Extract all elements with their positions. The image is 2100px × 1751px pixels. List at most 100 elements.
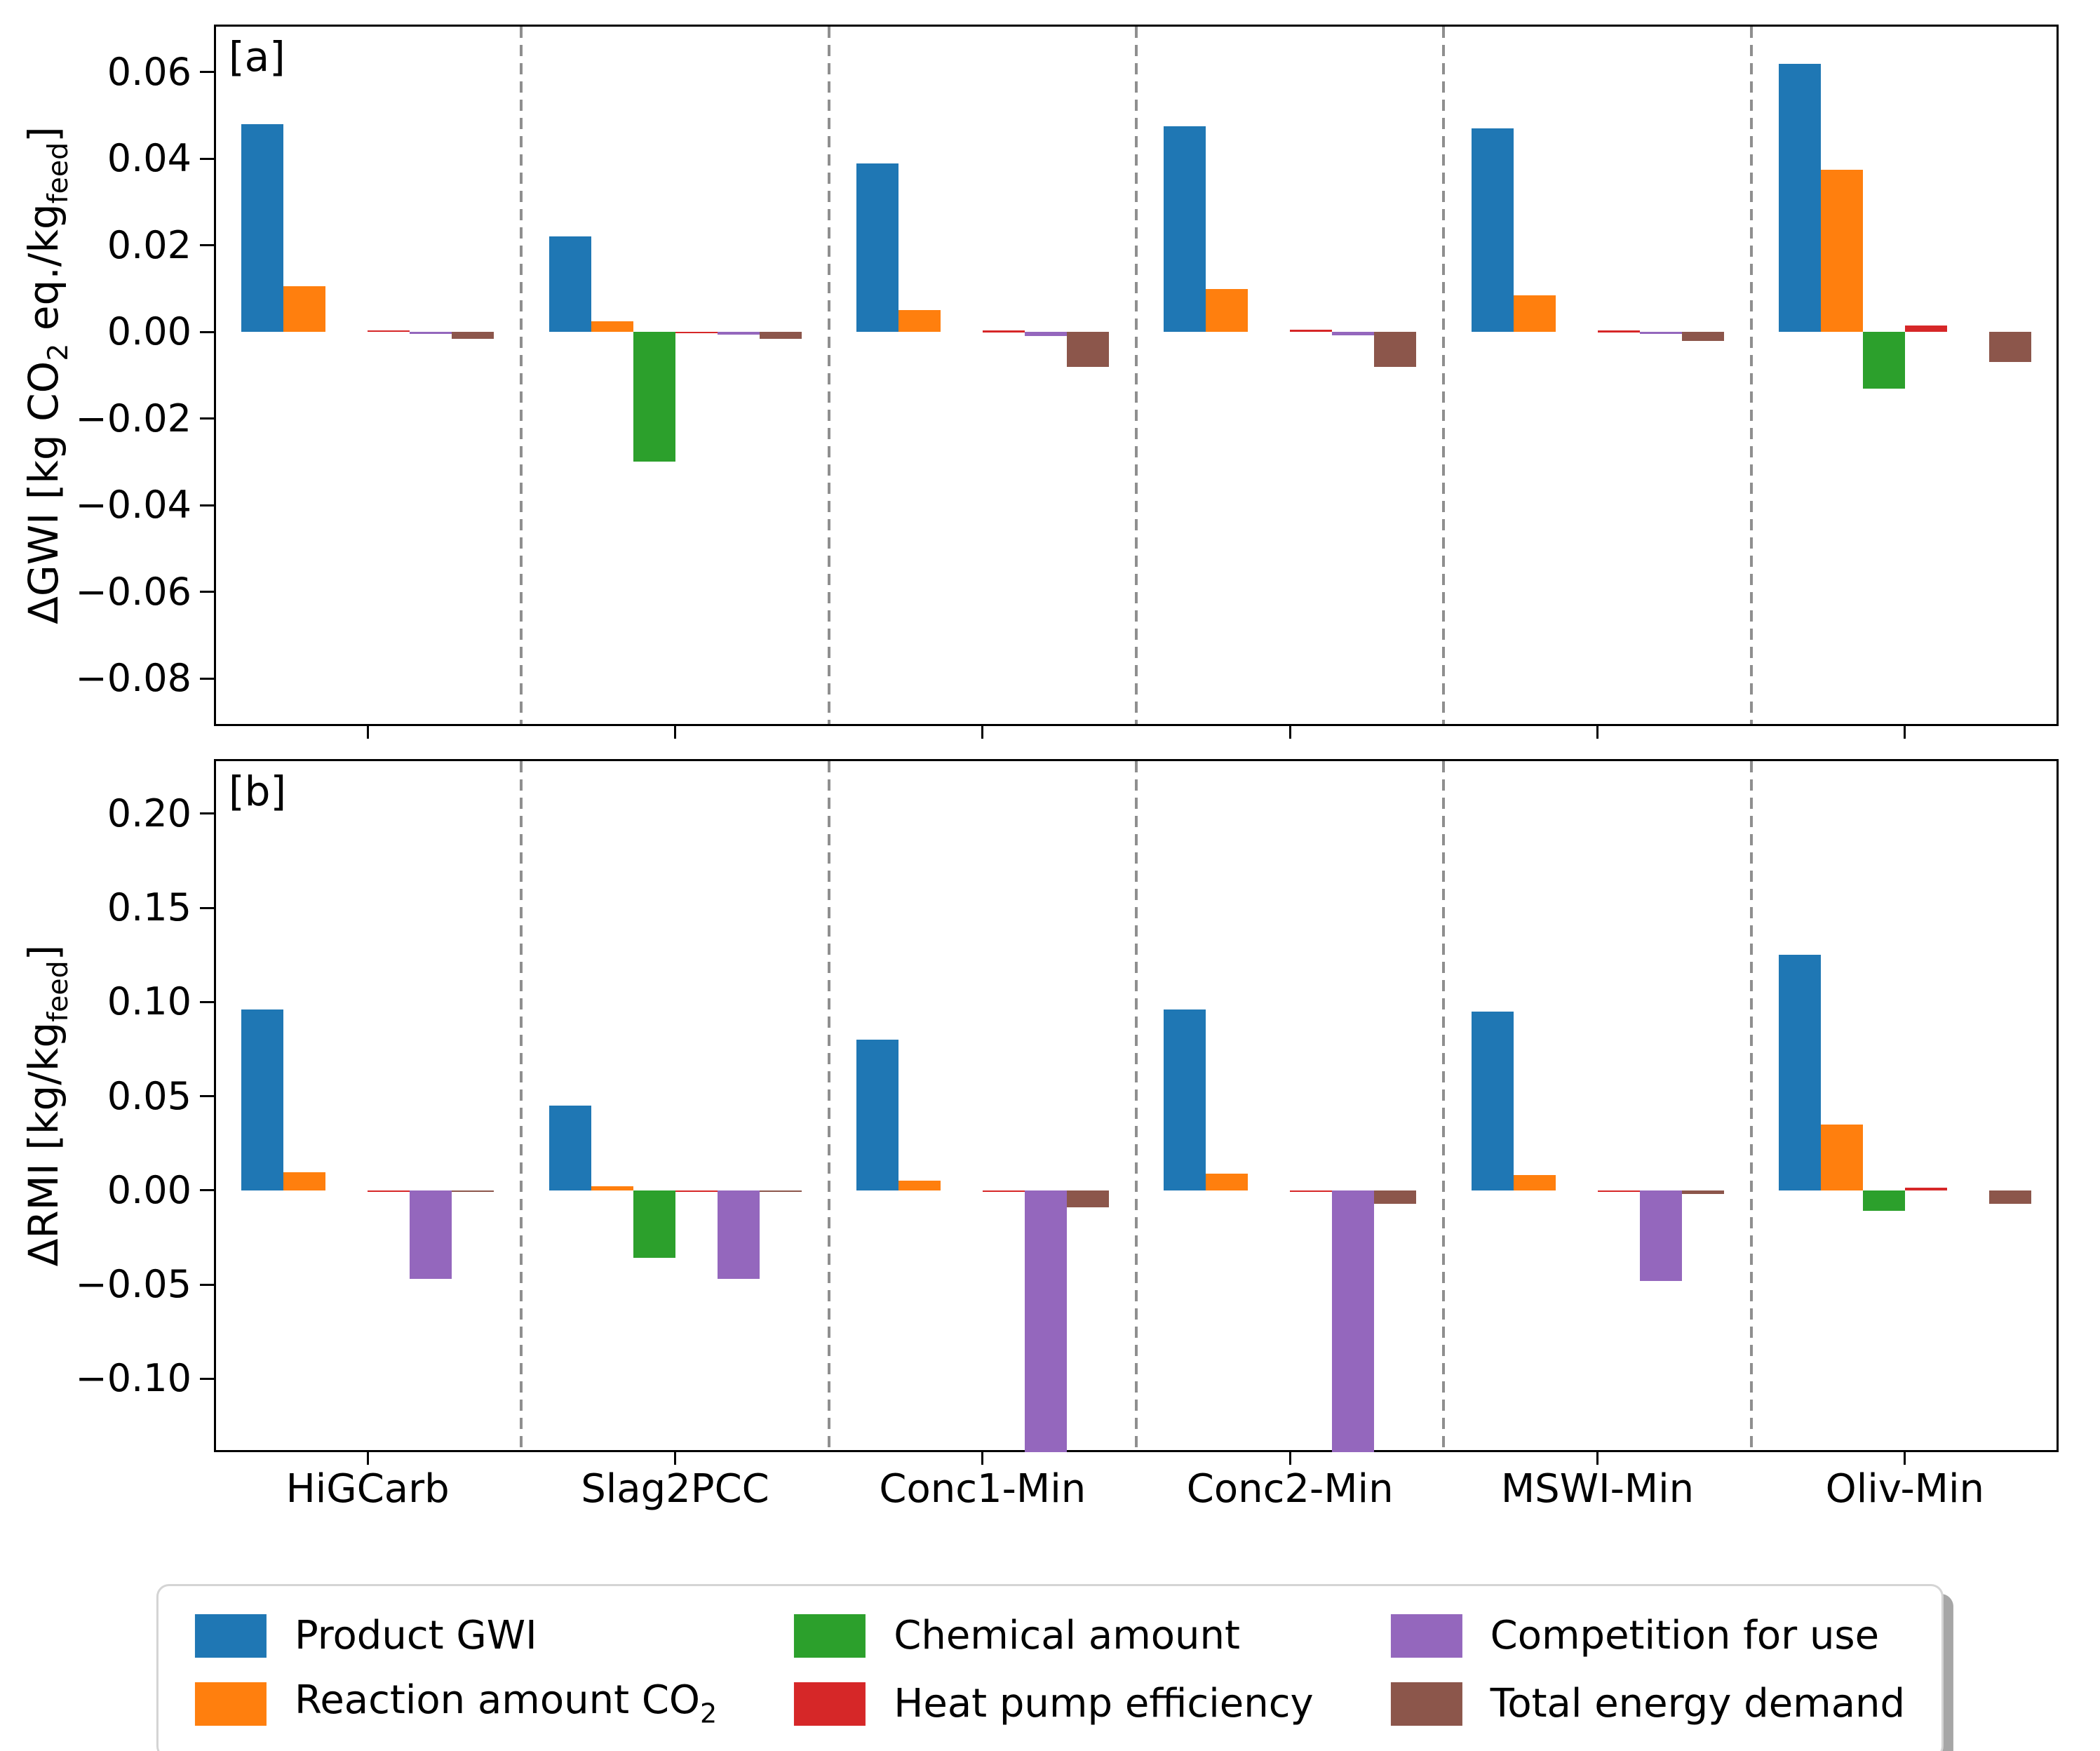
group-separator <box>520 27 523 724</box>
bar-a-mswi-min-total-energy-demand <box>1681 332 1724 341</box>
bar-b-mswi-min-heat-pump-efficiency <box>1597 1190 1640 1193</box>
bar-a-slag2pcc-product-gwi <box>548 236 591 333</box>
bar-b-oliv-min-reaction-amount-co <box>1820 1124 1863 1190</box>
y-tick-label: −0.06 <box>75 569 191 614</box>
bar-a-conc2-min-total-energy-demand <box>1374 332 1417 367</box>
y-tick-label: −0.02 <box>75 396 191 441</box>
group-separator <box>827 27 830 724</box>
group-separator <box>520 761 523 1450</box>
group-separator <box>827 761 830 1450</box>
bar-b-oliv-min-product-gwi <box>1778 955 1821 1190</box>
bar-a-mswi-min-competition-for-use <box>1639 332 1682 335</box>
bar-b-conc2-min-competition-for-use <box>1332 1190 1375 1452</box>
bar-a-higcarb-reaction-amount-co <box>283 286 326 333</box>
y-tick-mark <box>200 330 214 333</box>
bar-b-oliv-min-heat-pump-efficiency <box>1904 1187 1947 1190</box>
x-tick-mark <box>1904 726 1906 739</box>
x-tick-label-mswi-min: MSWI-Min <box>1500 1466 1695 1512</box>
bar-b-higcarb-heat-pump-efficiency <box>368 1190 410 1193</box>
y-tick-mark <box>200 1377 214 1380</box>
legend-item-competition-for-use: Competition for use <box>1390 1614 1905 1658</box>
y-tick-mark <box>200 1283 214 1286</box>
bar-a-higcarb-product-gwi <box>241 123 284 333</box>
x-tick-mark <box>1596 726 1598 739</box>
x-tick-mark <box>674 726 676 739</box>
bar-a-oliv-min-reaction-amount-co <box>1820 169 1863 333</box>
legend-label-chemical-amount: Chemical amount <box>894 1614 1240 1658</box>
x-tick-mark <box>1288 726 1291 739</box>
bar-b-mswi-min-product-gwi <box>1471 1011 1514 1190</box>
bar-a-mswi-min-reaction-amount-co <box>1513 295 1556 333</box>
group-separator <box>1442 27 1446 724</box>
group-separator <box>1749 27 1753 724</box>
bar-b-higcarb-product-gwi <box>241 1009 284 1190</box>
bar-a-slag2pcc-reaction-amount-co <box>591 321 633 333</box>
legend-item-reaction-amount-co: Reaction amount CO2 <box>194 1679 717 1729</box>
bar-b-conc2-min-heat-pump-efficiency <box>1290 1190 1333 1193</box>
bar-a-oliv-min-product-gwi <box>1778 63 1821 333</box>
y-tick-label: 0.00 <box>107 309 191 354</box>
group-separator <box>1749 761 1753 1450</box>
bar-a-conc2-min-reaction-amount-co <box>1206 288 1248 333</box>
y-tick-label: 0.20 <box>107 791 191 836</box>
x-tick-mark <box>981 726 984 739</box>
y-axis-label-a: ΔGWI [kg CO2 eq./kgfeed] <box>12 0 75 761</box>
x-tick-label-conc1-min: Conc1-Min <box>879 1466 1086 1512</box>
bar-b-conc2-min-product-gwi <box>1164 1009 1206 1190</box>
bar-b-conc2-min-total-energy-demand <box>1374 1190 1417 1204</box>
bar-a-mswi-min-product-gwi <box>1471 128 1514 333</box>
bar-a-slag2pcc-competition-for-use <box>717 332 760 335</box>
plot-area-b: [b] <box>214 759 2059 1452</box>
label-text: Chemical amount <box>894 1613 1240 1659</box>
bar-b-slag2pcc-competition-for-use <box>717 1190 760 1279</box>
legend-swatch-product-gwi <box>194 1614 267 1658</box>
y-tick-label: 0.05 <box>107 1073 191 1118</box>
x-tick-mark <box>981 1452 984 1465</box>
legend-swatch-total-energy-demand <box>1390 1682 1462 1726</box>
bar-b-slag2pcc-product-gwi <box>548 1106 591 1190</box>
group-separator <box>1135 761 1138 1450</box>
y-tick-mark <box>200 504 214 506</box>
legend-swatch-heat-pump-efficiency <box>794 1682 866 1726</box>
bar-a-higcarb-total-energy-demand <box>452 332 494 339</box>
bar-b-conc1-min-competition-for-use <box>1024 1190 1067 1452</box>
y-tick-mark <box>200 591 214 593</box>
bar-b-higcarb-competition-for-use <box>410 1190 452 1279</box>
bar-b-oliv-min-chemical-amount <box>1862 1190 1905 1212</box>
plot-area-a: [a] <box>214 25 2059 726</box>
y-tick-label: 0.15 <box>107 885 191 930</box>
legend-swatch-competition-for-use <box>1390 1614 1462 1658</box>
bar-b-slag2pcc-chemical-amount <box>633 1190 675 1259</box>
bar-a-oliv-min-chemical-amount <box>1862 332 1905 389</box>
bar-b-conc1-min-total-energy-demand <box>1066 1190 1109 1207</box>
legend-label-total-energy-demand: Total energy demand <box>1490 1682 1905 1726</box>
x-tick-mark <box>366 726 369 739</box>
bar-b-slag2pcc-reaction-amount-co <box>591 1186 633 1190</box>
panel-tag-b: [b] <box>229 767 287 815</box>
legend-swatch-chemical-amount <box>794 1614 866 1658</box>
y-tick-label: 0.02 <box>107 222 191 267</box>
bar-a-slag2pcc-total-energy-demand <box>759 332 802 339</box>
x-tick-mark <box>366 1452 369 1465</box>
bar-a-higcarb-heat-pump-efficiency <box>368 330 410 333</box>
bar-b-conc1-min-heat-pump-efficiency <box>982 1190 1025 1193</box>
x-tick-mark <box>1288 1452 1291 1465</box>
y-tick-label: −0.05 <box>75 1262 191 1307</box>
y-tick-mark <box>200 812 214 815</box>
bar-b-mswi-min-competition-for-use <box>1639 1190 1682 1281</box>
y-tick-mark <box>200 157 214 160</box>
bar-b-slag2pcc-heat-pump-efficiency <box>675 1190 718 1193</box>
bar-b-conc2-min-reaction-amount-co <box>1206 1173 1248 1190</box>
y-tick-label: −0.10 <box>75 1356 191 1401</box>
y-tick-mark <box>200 1000 214 1003</box>
bar-b-conc1-min-reaction-amount-co <box>898 1181 941 1190</box>
bar-a-conc1-min-heat-pump-efficiency <box>982 330 1025 333</box>
x-tick-label-higcarb: HiGCarb <box>285 1466 450 1512</box>
y-tick-label: 0.06 <box>107 49 191 94</box>
group-separator <box>1135 27 1138 724</box>
bar-a-conc1-min-product-gwi <box>856 163 898 333</box>
y-tick-label: 0.04 <box>107 136 191 181</box>
bar-b-conc1-min-product-gwi <box>856 1040 898 1190</box>
bar-b-mswi-min-reaction-amount-co <box>1513 1175 1556 1190</box>
